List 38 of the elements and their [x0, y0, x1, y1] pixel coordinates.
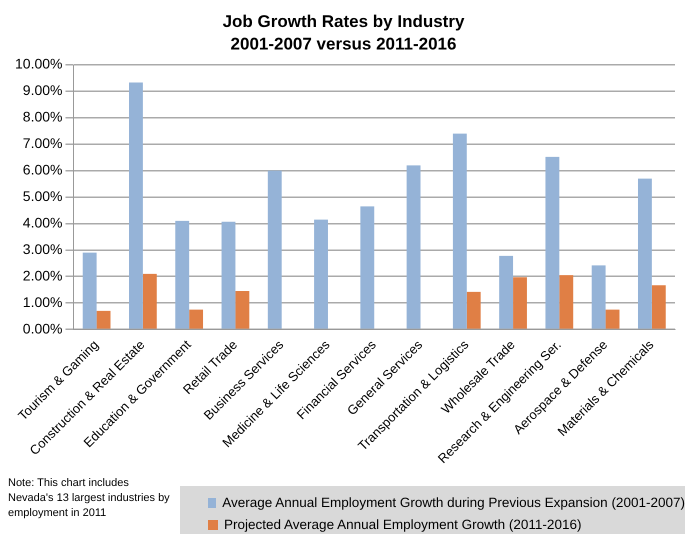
bar — [189, 310, 204, 329]
chart-title: Job Growth Rates by Industry — [222, 12, 465, 31]
bar — [82, 252, 97, 329]
bar — [606, 310, 620, 329]
bar — [235, 291, 250, 329]
bar — [592, 265, 606, 329]
bar — [466, 292, 481, 329]
y-tick-label: 1.00% — [22, 294, 62, 310]
bar — [652, 285, 666, 329]
bar — [142, 274, 157, 329]
y-tick-label: 9.00% — [22, 82, 62, 98]
y-tick-label: 2.00% — [22, 267, 62, 284]
y-tick-label: 4.00% — [22, 214, 62, 230]
bar — [314, 220, 328, 329]
bar — [559, 275, 574, 329]
y-tick-label: 8.00% — [22, 108, 62, 125]
bar — [513, 277, 527, 329]
y-tick-label: 7.00% — [22, 135, 62, 152]
chart-subtitle: 2001-2007 versus 2011-2016 — [230, 34, 456, 54]
y-tick-label: 3.00% — [22, 240, 62, 257]
y-tick-label: 6.00% — [22, 162, 62, 178]
bar — [96, 310, 110, 329]
text: Note: This chart includes Nevada's 13 largest industries by employment in 2011 — [8, 476, 171, 521]
y-tick-label: 10.00% — [15, 56, 62, 72]
y-tick-label: 0.00% — [22, 320, 62, 336]
bar — [175, 220, 190, 329]
bar — [129, 82, 143, 329]
bar — [268, 170, 282, 329]
y-tick-label: 5.00% — [22, 188, 62, 204]
bar — [406, 165, 421, 329]
bar — [222, 222, 236, 329]
bar — [638, 178, 652, 329]
legend-label: Projected Average Annual Employment Growth (2011-2016) — [224, 516, 582, 534]
bar — [360, 206, 374, 329]
bar — [452, 134, 467, 329]
bar — [499, 256, 514, 329]
bar — [545, 156, 560, 329]
legend-label: Average Annual Employment Growth during Previous Expansion (2001-2007) — [222, 494, 685, 512]
